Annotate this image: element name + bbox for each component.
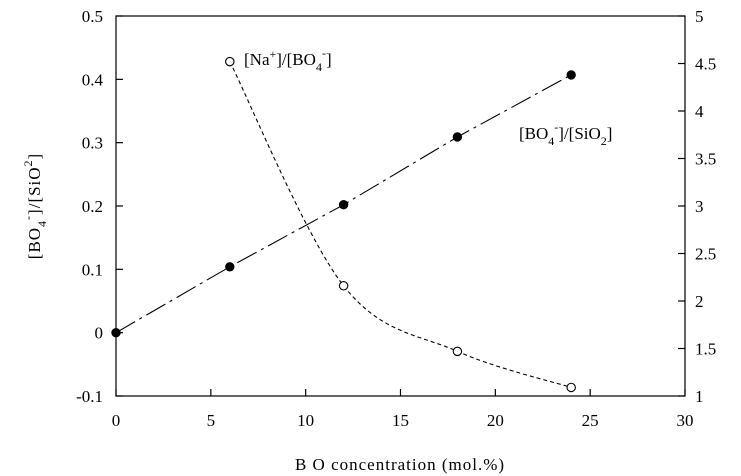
y-axis-left-title-part: ] [25,153,44,160]
x-tick-label: 30 [677,411,694,430]
x-tick-label: 25 [582,411,599,430]
y-right-tick-label: 2 [695,292,704,311]
y-left-tick-label: -0.1 [76,387,103,406]
x-tick-label: 10 [297,411,314,430]
series-label-na-bo4: [Na+]/[BO4-] [244,46,332,74]
data-point-na-bo4 [225,56,235,67]
lines-layer [115,61,572,388]
y-right-tick-label: 3.5 [695,150,716,169]
y-right-tick-label: 2.5 [695,245,716,264]
y-right-tick-label: 3 [695,197,704,216]
y-axis-left-title-part: [BO [25,227,44,259]
x-tick-label: 20 [487,411,504,430]
y-right-tick-label: 1.5 [695,340,716,359]
data-point-bo4-sio2 [452,132,463,142]
points-layer [111,56,576,393]
x-tick-label: 15 [392,411,409,430]
x-tick-label: 0 [112,411,121,430]
data-point-na-bo4 [566,382,576,393]
data-point-na-bo4 [452,346,463,357]
x-axis-title: B O concentration (mol.%) [295,455,505,474]
data-point-bo4-sio2 [338,200,349,210]
y-right-tick-label: 4.5 [695,55,716,74]
y-right-tick-label: 4 [695,102,704,121]
y-axis-left-title: [BO4-]/[SiO2] [21,153,49,259]
y-left-tick-label: 0.5 [82,7,103,26]
data-point-na-bo4 [338,281,349,291]
y-right-tick-label: 1 [695,387,704,406]
data-point-bo4-sio2 [566,70,576,80]
y-left-tick-label: 0.4 [82,70,104,89]
ticks-layer: 0 5 10 15 20 25 30 -0.1 0 0.1 0.2 0.3 0.4 0.5 1 1.5 2 2.5… [76,7,716,430]
y-left-tick-label: 0.2 [82,197,103,216]
y-left-tick-label: 0 [95,324,104,343]
y-axis-left-title-part: ]/[SiO [25,166,44,215]
y-left-tick-label: 0.3 [82,134,103,153]
y-right-tick-label: 5 [695,7,704,26]
x-tick-label: 5 [207,411,216,430]
y-axis-left-title-sup: - [21,215,35,220]
plot-frame [115,15,686,397]
series-label-bo4-sio2: [BO4-]/[SiO2] [519,120,612,148]
series-na-bo4-curve [229,61,572,388]
y-axis-left-title-sup: 2 [21,159,35,166]
data-point-bo4-sio2 [225,262,235,272]
y-axis-left-title-sub: 4 [35,220,49,227]
y-left-tick-label: 0.1 [82,260,103,279]
